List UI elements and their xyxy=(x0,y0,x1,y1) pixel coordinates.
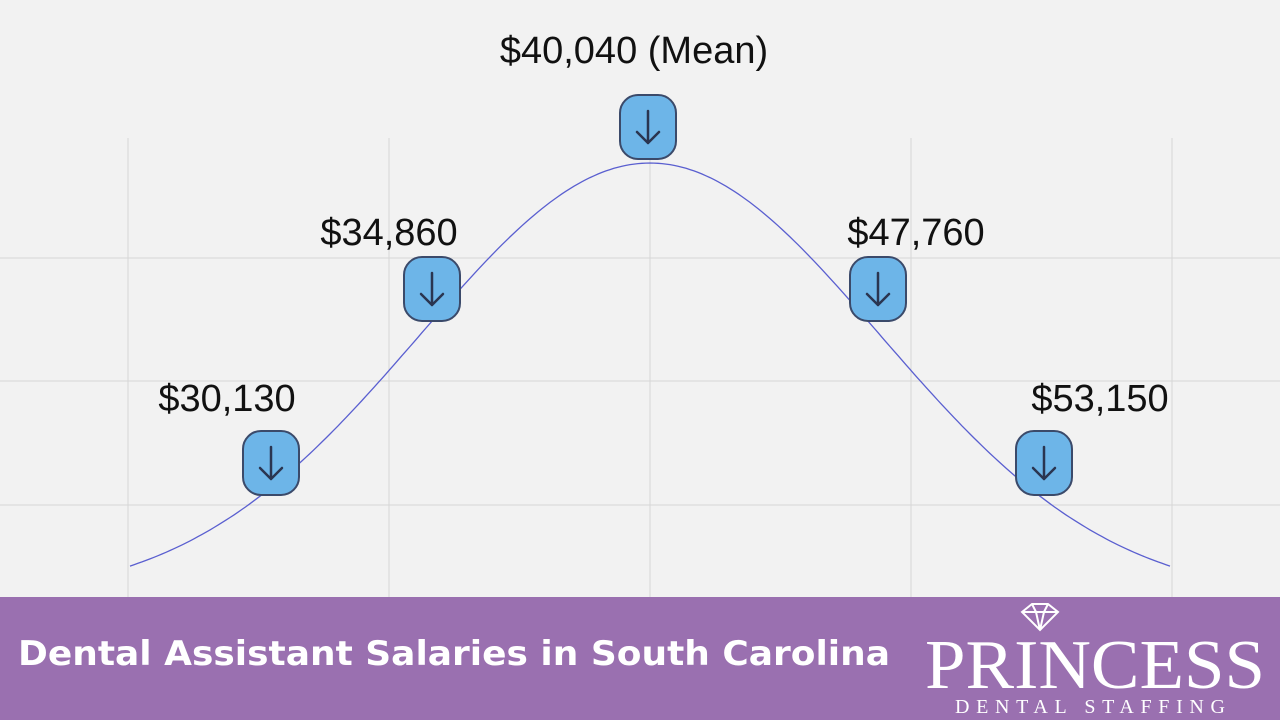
brand-tagline: DENTAL STAFFING xyxy=(955,696,1225,718)
brand-name: PRINCESS xyxy=(925,627,1265,704)
salary-label: $30,130 xyxy=(158,378,295,420)
footer-band xyxy=(0,597,1280,720)
bell-curve xyxy=(129,162,1171,567)
salary-label: $34,860 xyxy=(320,212,457,254)
icons xyxy=(242,94,1073,496)
grid xyxy=(0,138,1280,597)
footer-title: Dental Assistant Salaries in South Carol… xyxy=(18,634,890,674)
salary-label: $47,760 xyxy=(847,212,984,254)
salary-label: $40,040 (Mean) xyxy=(500,30,768,72)
brand-logo xyxy=(1020,603,1060,632)
salary-label: $53,150 xyxy=(1031,378,1168,420)
